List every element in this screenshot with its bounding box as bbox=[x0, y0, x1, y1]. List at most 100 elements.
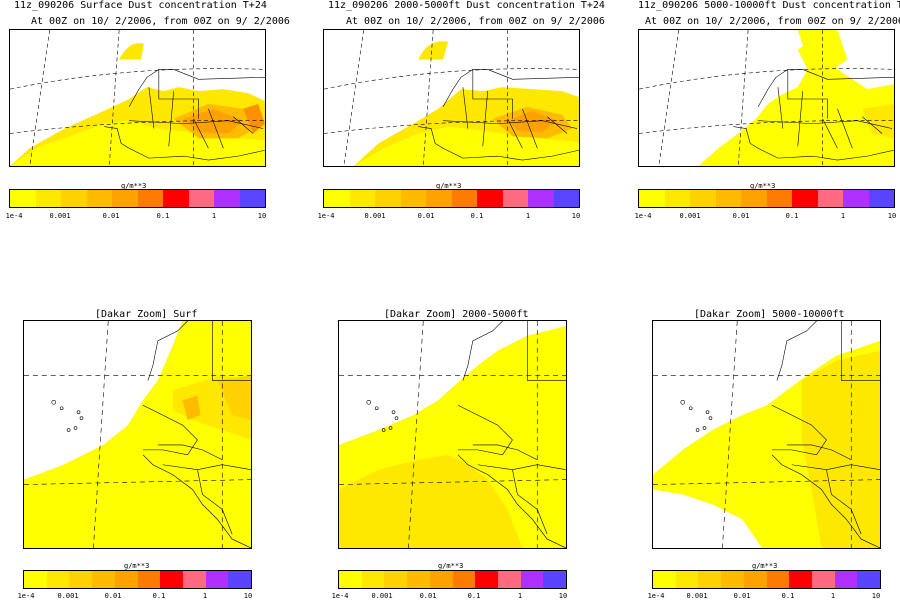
dust-map-2000-5000ft-svg bbox=[324, 30, 579, 166]
colorbar-swatch bbox=[61, 190, 87, 207]
colorbar-swatch bbox=[182, 571, 206, 588]
colorbar-swatch bbox=[868, 190, 894, 207]
colorbar-swatch bbox=[339, 571, 362, 588]
colorbar-tick: 0.1 bbox=[470, 212, 484, 220]
colorbar-swatch bbox=[10, 190, 36, 207]
islands bbox=[366, 400, 399, 432]
colorbar-swatch bbox=[205, 571, 229, 588]
colorbar-tick: 0.01 bbox=[733, 592, 751, 600]
colorbar-tick: 0.1 bbox=[156, 212, 170, 220]
colorbar-tick: 1 bbox=[211, 212, 217, 220]
colorbar-swatch bbox=[137, 190, 163, 207]
dakar-map-5000-10000ft bbox=[652, 320, 881, 549]
colorbar-tick: 0.01 bbox=[104, 592, 122, 600]
colorbar-swatch bbox=[497, 571, 521, 588]
colorbar-swatch bbox=[698, 571, 722, 588]
colorbar-tick: 0.1 bbox=[781, 592, 795, 600]
islands bbox=[51, 400, 84, 432]
panel-subtitle: At 00Z on 10/ 2/2006, from 00Z on 9/ 2/2… bbox=[346, 16, 605, 27]
colorbar bbox=[638, 189, 895, 208]
colorbar-swatch bbox=[426, 190, 452, 207]
panel-subtitle: At 00Z on 10/ 2/2006, from 00Z on 9/ 2/2… bbox=[645, 16, 900, 27]
colorbar-tick: 10 bbox=[871, 592, 881, 600]
colorbar-swatch bbox=[188, 190, 214, 207]
colorbar-swatch bbox=[86, 190, 112, 207]
colorbar-swatch bbox=[690, 190, 716, 207]
colorbar-tick: 0.001 bbox=[364, 212, 386, 220]
colorbar-tick: 0.01 bbox=[419, 592, 437, 600]
colorbar-swatch bbox=[112, 190, 138, 207]
dakar-map-surf bbox=[23, 320, 252, 549]
panel-title: 11z_090206 Surface Dust concentration T+… bbox=[14, 0, 267, 11]
colorbar-swatch bbox=[721, 571, 744, 588]
dakar-map-2000-5000ft bbox=[338, 320, 567, 549]
panel-title: 11z_090206 5000-10000ft Dust concentrati… bbox=[638, 0, 900, 11]
colorbar-swatch bbox=[715, 190, 741, 207]
colorbar-tick: 0.01 bbox=[417, 212, 435, 220]
dakar-map-2000-5000ft-svg bbox=[339, 321, 566, 548]
colorbar-unit: g/m**3 bbox=[121, 182, 147, 190]
colorbar-swatch bbox=[477, 190, 503, 207]
dakar-map-surf-svg bbox=[24, 321, 251, 548]
colorbar-tick: 1 bbox=[517, 592, 523, 600]
colorbar-tick: 1 bbox=[840, 212, 846, 220]
colorbar-tick: 1e-4 bbox=[5, 212, 23, 220]
dust-map-surface bbox=[9, 29, 266, 167]
colorbar-tick: 0.1 bbox=[152, 592, 166, 600]
colorbar bbox=[9, 189, 266, 208]
panel-title: 11z_090206 2000-5000ft Dust concentratio… bbox=[328, 0, 605, 11]
colorbar-swatch bbox=[92, 571, 115, 588]
colorbar-swatch bbox=[214, 190, 240, 207]
colorbar-swatch bbox=[349, 190, 375, 207]
colorbar-tick: 0.1 bbox=[467, 592, 481, 600]
colorbar-swatch bbox=[817, 190, 843, 207]
colorbar-tick: 10 bbox=[243, 592, 253, 600]
colorbar-swatch bbox=[452, 571, 476, 588]
colorbar-swatch bbox=[228, 571, 252, 588]
colorbar-unit: g/m**3 bbox=[124, 562, 150, 570]
colorbar-swatch bbox=[520, 571, 544, 588]
colorbar-tick: 0.01 bbox=[732, 212, 750, 220]
colorbar-tick: 10 bbox=[571, 212, 581, 220]
dakar-map-5000-10000ft-svg bbox=[653, 321, 880, 548]
islands bbox=[680, 400, 713, 432]
colorbar-swatch bbox=[160, 571, 183, 588]
panel-title: [Dakar Zoom] 2000-5000ft bbox=[384, 309, 529, 320]
colorbar-swatch bbox=[675, 571, 699, 588]
colorbar-swatch bbox=[451, 190, 477, 207]
colorbar-swatch bbox=[664, 190, 690, 207]
colorbar-tick: 0.001 bbox=[49, 212, 71, 220]
colorbar-swatch bbox=[163, 190, 189, 207]
colorbar-swatch bbox=[502, 190, 528, 207]
colorbar-swatch bbox=[46, 571, 70, 588]
colorbar-swatch bbox=[361, 571, 385, 588]
colorbar-tick: 0.001 bbox=[679, 212, 701, 220]
colorbar-swatch bbox=[543, 571, 567, 588]
colorbar-tick: 10 bbox=[257, 212, 267, 220]
colorbar-tick: 0.01 bbox=[102, 212, 120, 220]
colorbar-unit: g/m**3 bbox=[438, 562, 464, 570]
colorbar-swatch bbox=[239, 190, 265, 207]
colorbar-swatch bbox=[639, 190, 665, 207]
panel-subtitle: At 00Z on 10/ 2/2006, from 00Z on 9/ 2/2… bbox=[31, 16, 290, 27]
colorbar-swatch bbox=[766, 190, 792, 207]
colorbar-tick: 1 bbox=[202, 592, 208, 600]
colorbar-swatch bbox=[843, 190, 869, 207]
colorbar-swatch bbox=[792, 190, 818, 207]
colorbar-tick: 1 bbox=[830, 592, 836, 600]
colorbar-tick: 1e-4 bbox=[17, 592, 35, 600]
colorbar-swatch bbox=[766, 571, 790, 588]
dust-map-5000-10000ft-svg bbox=[639, 30, 894, 166]
colorbar-swatch bbox=[857, 571, 881, 588]
colorbar-swatch bbox=[407, 571, 430, 588]
colorbar-swatch bbox=[429, 571, 453, 588]
colorbar-swatch bbox=[24, 571, 47, 588]
colorbar-swatch bbox=[137, 571, 161, 588]
colorbar bbox=[323, 189, 580, 208]
colorbar-tick: 0.001 bbox=[57, 592, 79, 600]
colorbar-swatch bbox=[475, 571, 498, 588]
colorbar-swatch bbox=[324, 190, 350, 207]
colorbar-unit: g/m**3 bbox=[752, 562, 778, 570]
colorbar-swatch bbox=[653, 571, 676, 588]
colorbar-swatch bbox=[114, 571, 138, 588]
